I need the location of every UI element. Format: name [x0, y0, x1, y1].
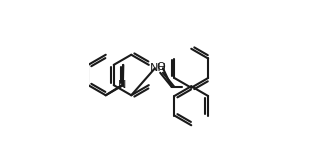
Text: N: N	[117, 80, 126, 90]
Text: NH: NH	[150, 63, 167, 73]
Text: O: O	[157, 62, 165, 72]
